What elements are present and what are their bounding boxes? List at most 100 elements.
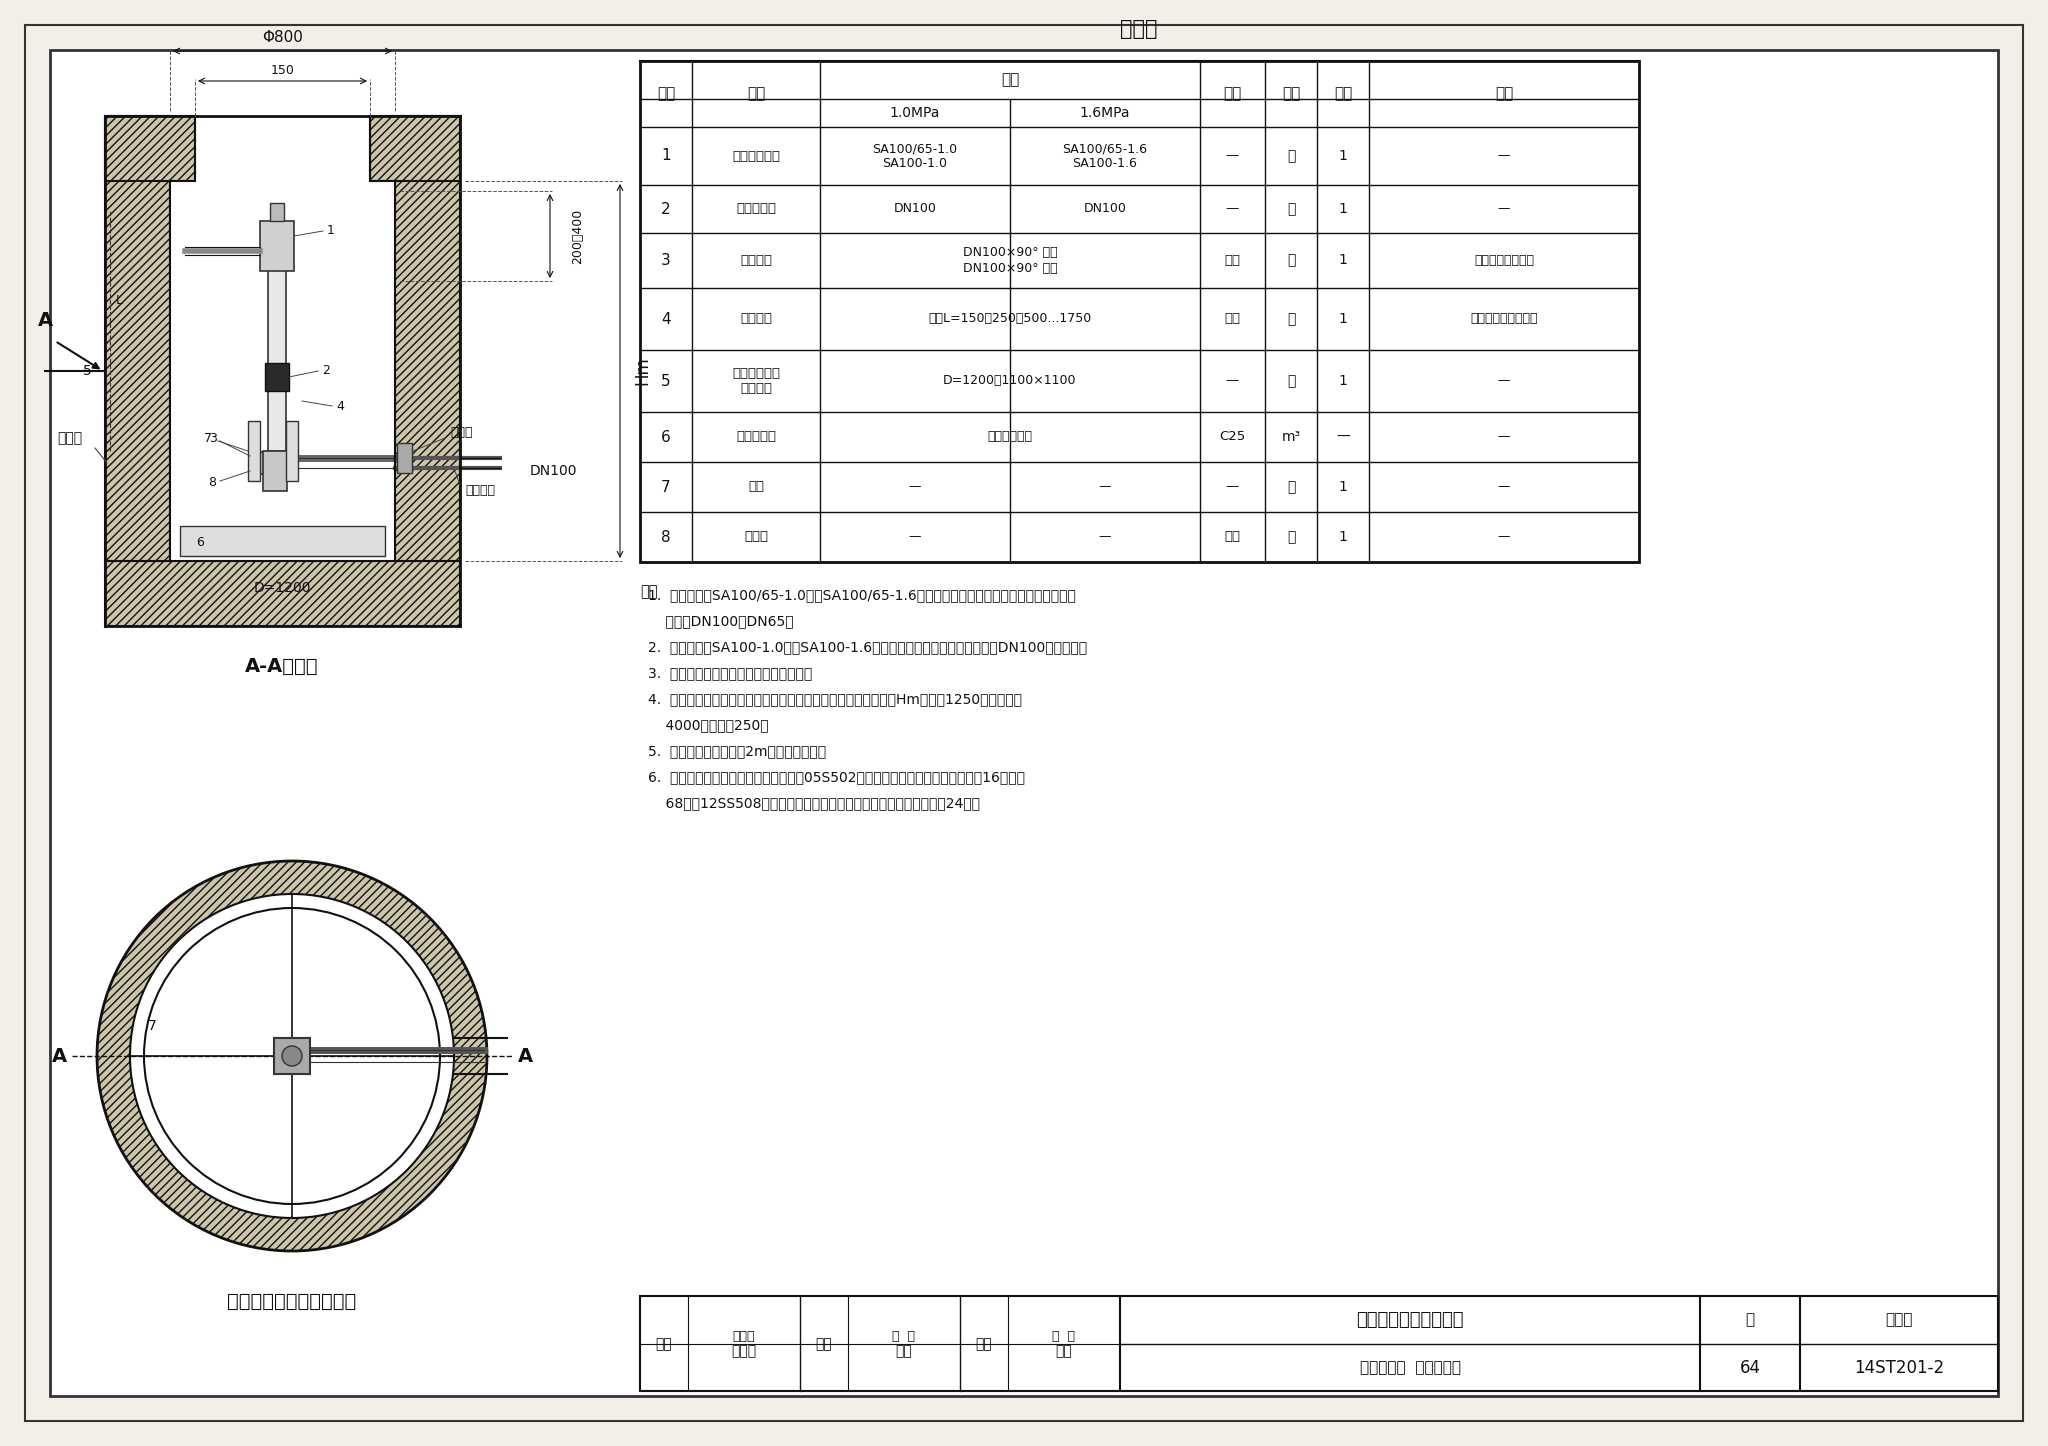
Text: 1: 1: [328, 224, 336, 237]
Text: 2: 2: [322, 364, 330, 377]
Bar: [260, 221, 295, 270]
Text: SA100/65-1.6
SA100-1.6: SA100/65-1.6 SA100-1.6: [1063, 142, 1147, 171]
Text: 长度L=150、250、500...1750: 长度L=150、250、500...1750: [928, 312, 1092, 325]
Text: 闸阀／蝶阀: 闸阀／蝶阀: [735, 202, 776, 215]
Text: 铸铁: 铸铁: [1225, 312, 1239, 325]
Text: 室外地下式消火栓安装: 室外地下式消火栓安装: [1356, 1312, 1464, 1329]
Text: 支架: 支架: [748, 480, 764, 493]
Text: 1: 1: [1339, 480, 1348, 495]
Text: A: A: [51, 1047, 68, 1066]
Bar: [262, 451, 287, 492]
Text: 5: 5: [82, 364, 92, 377]
Text: —: —: [1497, 202, 1509, 215]
Text: —: —: [1497, 480, 1509, 493]
Text: 7: 7: [147, 1019, 156, 1032]
Text: 个: 个: [1286, 312, 1294, 325]
Text: 校对: 校对: [815, 1338, 831, 1351]
Text: 圆（矩）形立
式阀门井: 圆（矩）形立 式阀门井: [731, 367, 780, 395]
Text: 6.  圆（矩）形立式阀门井做法详见图集05S502《室外给水管道附属构筑物》中第16页、第: 6. 圆（矩）形立式阀门井做法详见图集05S502《室外给水管道附属构筑物》中第…: [647, 771, 1024, 784]
Bar: [639, 1296, 1999, 1391]
Text: 座: 座: [1286, 375, 1294, 388]
Text: 谢洁: 谢洁: [895, 1343, 911, 1358]
Text: 3.  管道及管件等防腐做法由设计人确定。: 3. 管道及管件等防腐做法由设计人确定。: [647, 667, 813, 680]
Text: 设计: 设计: [975, 1338, 993, 1351]
Text: 1.0MPa: 1.0MPa: [889, 106, 940, 120]
Text: 4.  根据冻土埋深，可选用不同长度的法兰接管，使管道覆土深度Hm可以从1250逐档加高到: 4. 根据冻土埋深，可选用不同长度的法兰接管，使管道覆土深度Hm可以从1250逐…: [647, 693, 1022, 706]
Text: 杨树平: 杨树平: [731, 1343, 756, 1358]
Bar: [639, 61, 1638, 562]
Text: 注：: 注：: [639, 584, 657, 599]
Text: 混凝土支墩: 混凝土支墩: [735, 431, 776, 444]
Text: m³: m³: [1282, 429, 1300, 444]
Bar: [371, 116, 461, 181]
Bar: [248, 421, 260, 482]
Text: 由设计人员选定长度: 由设计人员选定长度: [1470, 312, 1538, 325]
Text: 刚性接口: 刚性接口: [465, 484, 496, 497]
Bar: [104, 116, 170, 561]
Text: 套: 套: [1286, 149, 1294, 163]
Text: —: —: [909, 480, 922, 493]
Circle shape: [129, 894, 455, 1218]
Bar: [104, 561, 461, 626]
Text: 铸铁管: 铸铁管: [743, 531, 768, 544]
Text: 钢套管: 钢套管: [451, 427, 473, 440]
Text: 张  娜: 张 娜: [1053, 1330, 1075, 1343]
Text: 8: 8: [662, 529, 672, 545]
Text: —: —: [1098, 480, 1112, 493]
Text: A: A: [37, 311, 53, 331]
Text: 名称: 名称: [748, 87, 766, 101]
Text: —: —: [1497, 531, 1509, 544]
Text: 8: 8: [209, 476, 215, 489]
Text: DN100: DN100: [1083, 202, 1126, 215]
Text: SA100/65-1.0
SA100-1.0: SA100/65-1.0 SA100-1.0: [872, 142, 958, 171]
Text: A: A: [518, 1047, 532, 1066]
Text: C25: C25: [1219, 431, 1245, 444]
Text: —: —: [1497, 149, 1509, 162]
Text: 铸铁: 铸铁: [1225, 254, 1239, 268]
Text: L: L: [115, 295, 123, 308]
Text: 5: 5: [662, 373, 672, 389]
Bar: [180, 526, 385, 557]
Text: 6: 6: [662, 429, 672, 444]
Text: 1: 1: [1339, 531, 1348, 544]
Text: Hm: Hm: [633, 357, 651, 386]
Text: 图集号: 图集号: [1886, 1313, 1913, 1327]
Text: 材料表: 材料表: [1120, 19, 1157, 39]
Text: 法兰接管: 法兰接管: [739, 312, 772, 325]
Circle shape: [283, 1045, 301, 1066]
Bar: [397, 442, 412, 473]
Text: —: —: [1225, 202, 1239, 215]
Bar: [250, 453, 291, 474]
Text: D=1200或1100×1100: D=1200或1100×1100: [944, 375, 1077, 388]
Text: 1.  消火栓采用SA100/65-1.0型或SA100/65-1.6型地下式消火栓。该消火栓有两个出水口，: 1. 消火栓采用SA100/65-1.0型或SA100/65-1.6型地下式消火…: [647, 589, 1075, 602]
Text: 1: 1: [1339, 375, 1348, 388]
Text: 1: 1: [1339, 202, 1348, 215]
Text: —: —: [1225, 375, 1239, 388]
Text: 地下式消火栓: 地下式消火栓: [731, 149, 780, 162]
Text: DN100×90° 承法
DN100×90° 双法: DN100×90° 承法 DN100×90° 双法: [963, 246, 1057, 275]
Text: 谢  洁: 谢 洁: [893, 1330, 915, 1343]
Text: —: —: [1335, 429, 1350, 444]
Text: 1: 1: [1339, 149, 1348, 163]
Text: 5.  当管道覆土深度大于2m时，需设支架。: 5. 当管道覆土深度大于2m时，需设支架。: [647, 745, 825, 758]
Circle shape: [96, 860, 487, 1251]
Text: 材料: 材料: [1223, 87, 1241, 101]
Text: 150: 150: [270, 64, 295, 77]
Text: 个: 个: [1286, 253, 1294, 268]
Text: Φ800: Φ800: [262, 29, 303, 45]
Bar: [268, 241, 287, 451]
Text: 套: 套: [1286, 531, 1294, 544]
Text: 套: 套: [1286, 480, 1294, 495]
Text: 分别为DN100或DN65。: 分别为DN100或DN65。: [647, 615, 795, 628]
Text: 2: 2: [662, 201, 672, 217]
Text: 1: 1: [662, 149, 672, 163]
Text: 3: 3: [662, 253, 672, 268]
Text: 杨树平: 杨树平: [733, 1330, 756, 1343]
Text: DN100: DN100: [530, 464, 578, 479]
Text: 1: 1: [1339, 312, 1348, 325]
Circle shape: [143, 908, 440, 1205]
Text: 1: 1: [1339, 253, 1348, 268]
Text: —: —: [909, 531, 922, 544]
Text: 7: 7: [205, 432, 213, 445]
Text: 7: 7: [662, 480, 672, 495]
